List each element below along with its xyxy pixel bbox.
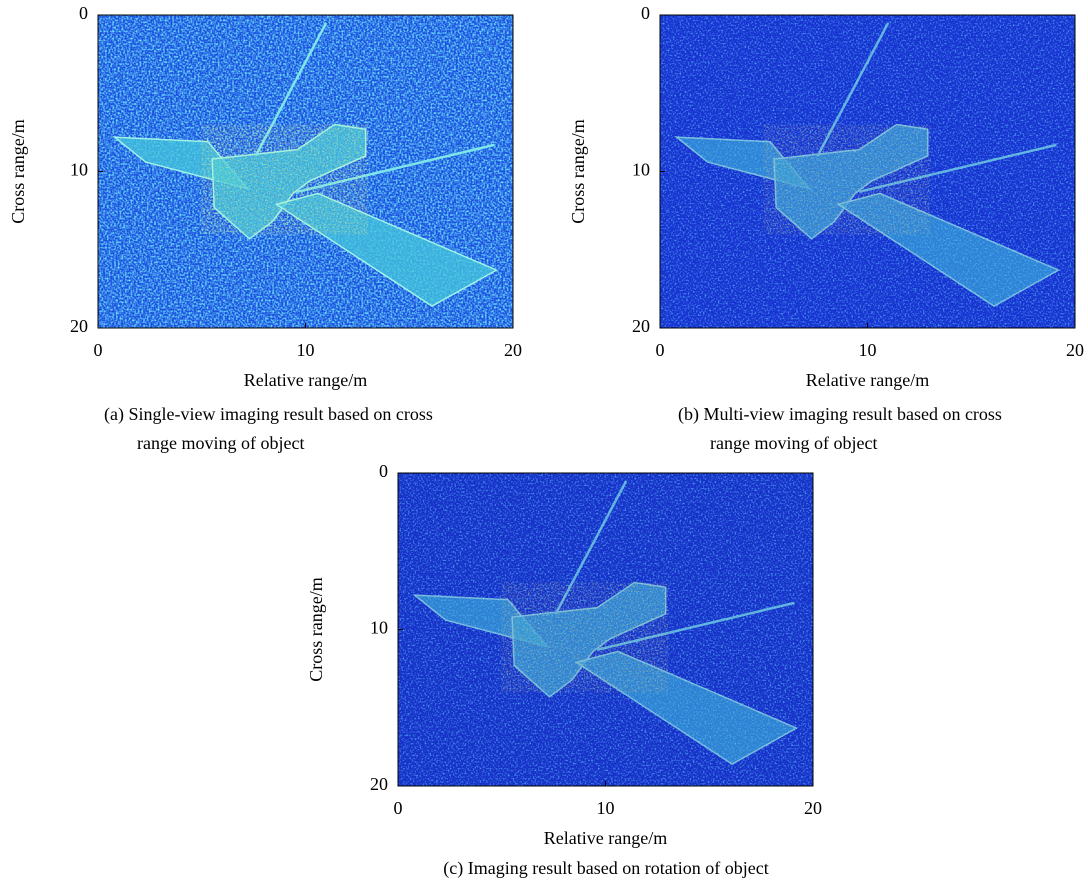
y-tick-label: 10 bbox=[632, 160, 650, 180]
caption: (a) Single-view imaging result based on … bbox=[104, 404, 433, 425]
y-tick-label: 20 bbox=[632, 316, 650, 336]
figure: 0 10 20 0 10 20 Relative range/m Cross range/m (… bbox=[0, 0, 1088, 888]
caption: range moving of object bbox=[710, 433, 877, 453]
x-tick-label: 10 bbox=[597, 798, 615, 818]
y-axis-label: Cross range/m bbox=[568, 119, 588, 223]
satellite-texture bbox=[764, 125, 930, 235]
panel: 0 10 20 0 10 20 Relative range/m Cross range/m (… bbox=[306, 461, 822, 879]
x-axis-label: Relative range/m bbox=[244, 370, 367, 390]
page: 0 10 20 0 10 20 Relative range/m Cross range/m (… bbox=[0, 0, 1088, 888]
x-axis-label: Relative range/m bbox=[544, 828, 667, 848]
caption: range moving of object bbox=[137, 433, 304, 453]
x-tick-label: 10 bbox=[859, 340, 877, 360]
x-tick-label: 20 bbox=[504, 340, 522, 360]
x-tick-label: 0 bbox=[394, 798, 403, 818]
x-axis-label: Relative range/m bbox=[806, 370, 929, 390]
panel: 0 10 20 0 10 20 Relative range/m Cross range/m (… bbox=[8, 3, 522, 453]
x-tick-label: 0 bbox=[656, 340, 665, 360]
x-tick-label: 20 bbox=[1066, 340, 1084, 360]
y-axis-label: Cross range/m bbox=[306, 577, 326, 681]
y-tick-label: 0 bbox=[379, 461, 388, 481]
x-tick-label: 0 bbox=[94, 340, 103, 360]
caption: (c) Imaging result based on rotation of … bbox=[443, 858, 768, 879]
panel: 0 10 20 0 10 20 Relative range/m Cross range/m (… bbox=[568, 3, 1084, 453]
y-tick-label: 20 bbox=[370, 774, 388, 794]
y-tick-label: 20 bbox=[70, 316, 88, 336]
satellite-texture bbox=[202, 125, 368, 235]
y-tick-label: 0 bbox=[641, 3, 650, 23]
y-tick-label: 10 bbox=[370, 618, 388, 638]
y-tick-label: 10 bbox=[70, 160, 88, 180]
y-axis-label: Cross range/m bbox=[8, 119, 28, 223]
satellite-texture bbox=[502, 583, 668, 693]
x-tick-label: 10 bbox=[297, 340, 315, 360]
x-tick-label: 20 bbox=[804, 798, 822, 818]
y-tick-label: 0 bbox=[79, 3, 88, 23]
caption: (b) Multi-view imaging result based on c… bbox=[678, 404, 1002, 425]
